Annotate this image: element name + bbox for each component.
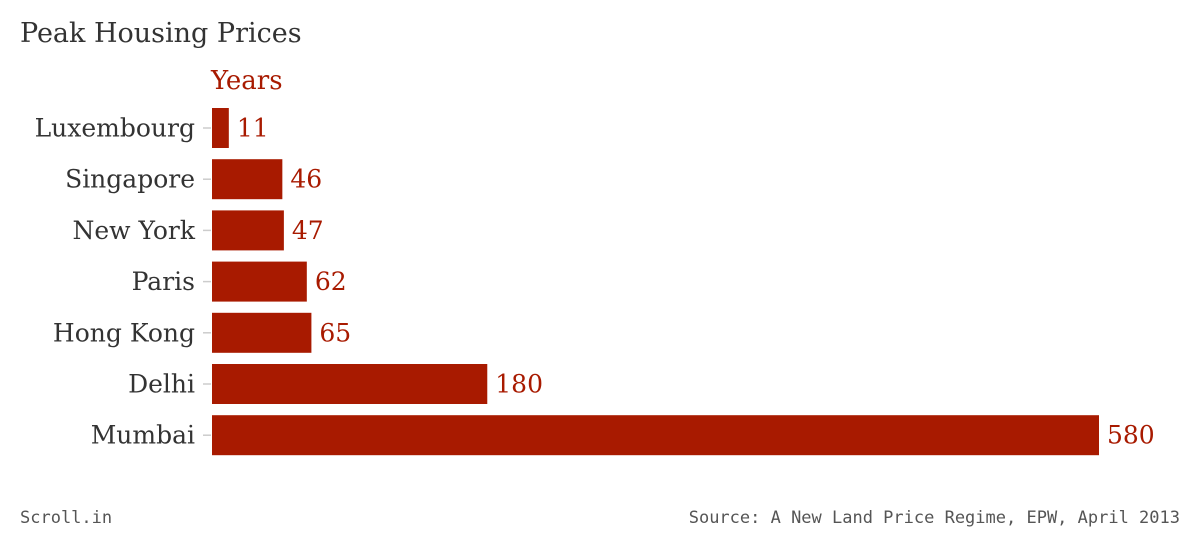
bar <box>212 312 312 353</box>
bar <box>212 261 307 302</box>
category-label: Hong Kong <box>53 318 195 347</box>
bar <box>212 364 488 404</box>
chart-title: Peak Housing Prices <box>20 18 302 49</box>
bar <box>212 415 1099 456</box>
value-label: 47 <box>292 216 324 245</box>
category-label: Mumbai <box>91 421 195 450</box>
value-label: 46 <box>290 165 322 194</box>
source-footer: Source: A New Land Price Regime, EPW, Ap… <box>688 508 1180 528</box>
category-label: Singapore <box>65 165 195 194</box>
value-label: 65 <box>319 318 351 347</box>
series-label-years: Years <box>211 66 283 96</box>
value-label: 580 <box>1107 421 1155 450</box>
category-label: Luxembourg <box>35 114 195 143</box>
bar <box>212 210 284 251</box>
value-label: 11 <box>237 114 269 143</box>
category-label: New York <box>73 216 196 245</box>
value-label: 62 <box>315 267 347 296</box>
bar <box>212 159 283 200</box>
brand-footer: Scroll.in <box>20 508 113 528</box>
category-label: Paris <box>132 267 195 296</box>
value-label: 180 <box>495 370 543 399</box>
category-label: Delhi <box>128 370 195 399</box>
bar <box>212 108 229 148</box>
